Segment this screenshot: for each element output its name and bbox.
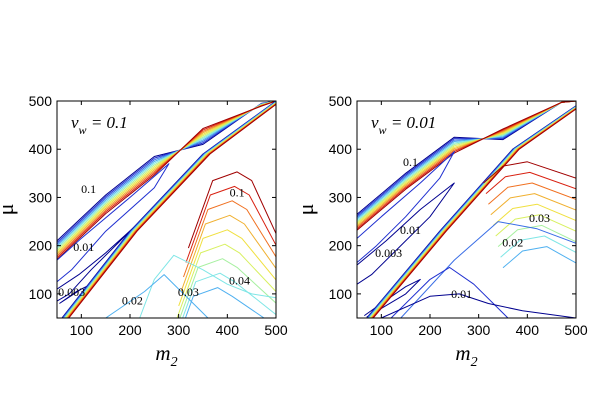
contour-line (176, 243, 276, 318)
contour-label: 0.003 (375, 246, 402, 260)
contour-line (357, 101, 576, 231)
contour-line (105, 274, 209, 318)
x-tick-label: 500 (264, 322, 288, 338)
y-tick-label: 100 (329, 286, 353, 302)
contour-line (178, 229, 276, 307)
contour-line (502, 246, 576, 269)
contour-line (485, 171, 576, 194)
plot-frame (56, 100, 277, 319)
contour-label: 0.003 (58, 285, 85, 299)
contour-lines (357, 101, 576, 318)
y-tick-label: 500 (29, 93, 53, 109)
y-tick-label: 400 (329, 141, 353, 157)
y-axis-label: μ (293, 204, 318, 216)
contour-lines (57, 101, 276, 318)
contour-line (500, 235, 576, 258)
contour-label: 0.02 (502, 235, 523, 249)
contour-line (68, 104, 276, 318)
contour-line (492, 203, 576, 226)
contour-line (381, 293, 576, 318)
contour-line (390, 266, 509, 318)
contour-label: 0.1 (81, 182, 96, 196)
contour-line (139, 254, 276, 318)
contour-label: 0.04 (229, 273, 250, 287)
y-tick-label: 300 (29, 189, 53, 205)
plot-frame (356, 100, 577, 319)
contour-line (483, 161, 576, 184)
contour-line (185, 185, 276, 263)
contour-label: 0.1 (403, 155, 418, 169)
x-tick-label: 300 (167, 322, 191, 338)
contour-line (180, 214, 276, 292)
contour-label: 0.02 (122, 294, 143, 308)
contour-label: 0.01 (400, 223, 421, 237)
x-tick-label: 500 (564, 322, 588, 338)
contour-line (183, 200, 276, 278)
y-tick-label: 400 (29, 141, 53, 157)
panel-1: 100 200 300 400 500 100 200 300 400 500 m2 μ vw = 0.… (0, 93, 288, 370)
contour-label: 0.1 (230, 186, 245, 200)
contour-label: 0.01 (451, 287, 472, 301)
contour-line (179, 258, 276, 318)
contour-line (357, 182, 455, 285)
x-tick-label: 400 (216, 322, 240, 338)
panel-title: vw = 0.01 (371, 113, 436, 137)
y-tick-label: 100 (29, 286, 53, 302)
x-tick-label: 100 (70, 322, 94, 338)
contour-line (372, 108, 576, 318)
contour-line (187, 171, 276, 249)
x-tick-label: 200 (118, 322, 142, 338)
contour-line (57, 101, 276, 260)
y-tick-label: 200 (329, 238, 353, 254)
x-tick-label: 200 (418, 322, 442, 338)
y-tick-label: 200 (29, 238, 53, 254)
contour-label: 0.03 (529, 211, 550, 225)
contour-line (184, 287, 265, 318)
contour-line (490, 193, 576, 216)
panel-title: vw = 0.1 (71, 113, 128, 137)
x-tick-label: 100 (370, 322, 394, 338)
y-tick-label: 300 (329, 189, 353, 205)
y-axis-label: μ (0, 204, 18, 216)
contour-line (357, 151, 455, 263)
contour-line (488, 182, 576, 205)
x-tick-label: 300 (467, 322, 491, 338)
panel-2: 100 200 300 400 500 100 200 300 400 500 m2 μ vw = 0.… (293, 93, 588, 370)
y-tick-label: 500 (329, 93, 353, 109)
x-axis-label: m2 (455, 341, 477, 370)
contour-line (495, 214, 576, 237)
x-tick-label: 400 (516, 322, 540, 338)
contour-line (57, 163, 170, 283)
contour-label: 0.03 (178, 285, 199, 299)
contour-label: 0.01 (73, 240, 94, 254)
contour-line (400, 221, 576, 318)
x-axis-label: m2 (155, 341, 177, 370)
